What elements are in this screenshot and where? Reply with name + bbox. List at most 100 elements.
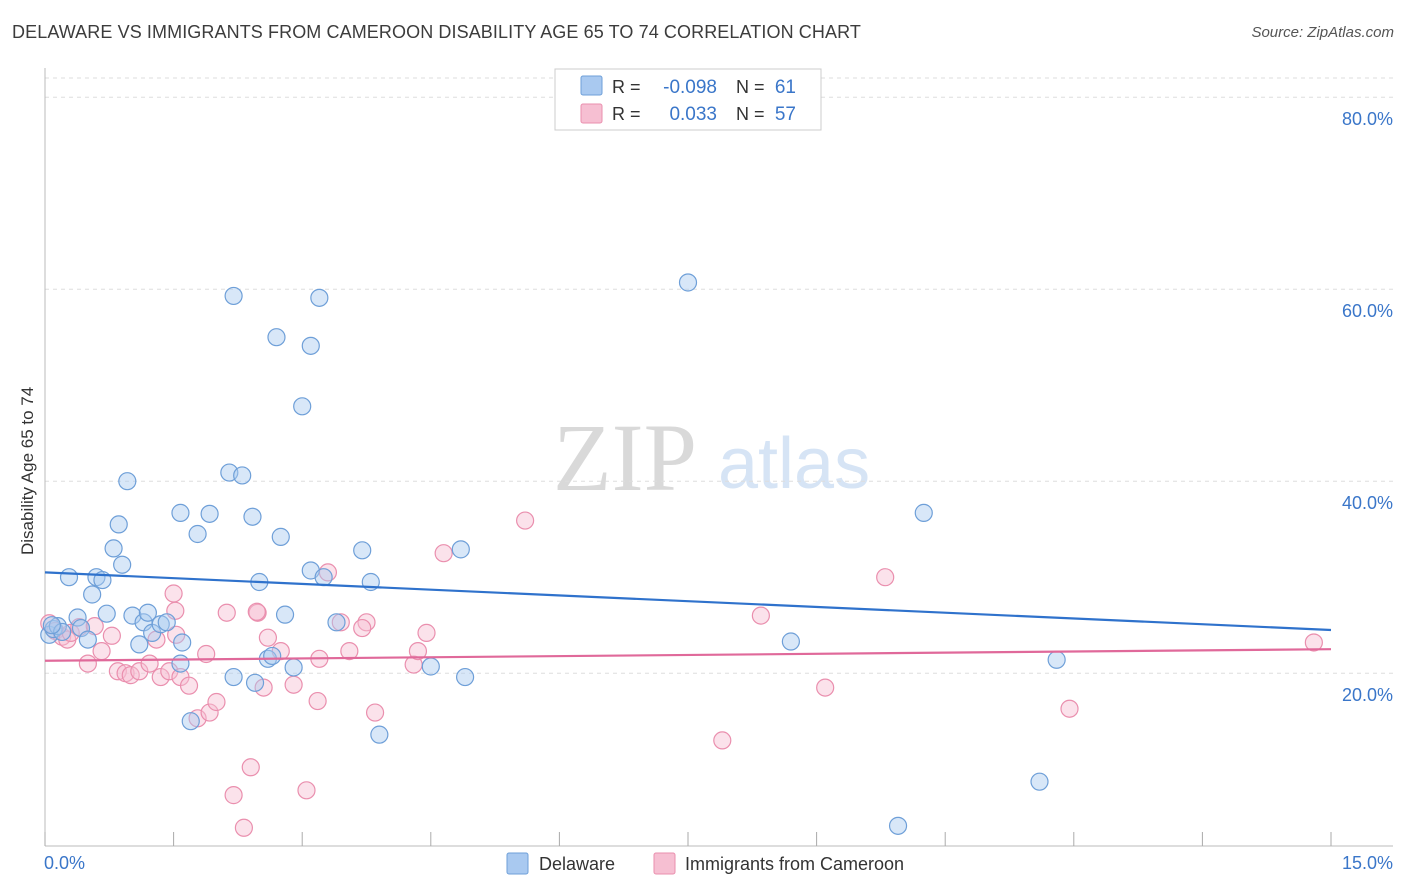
point-delaware bbox=[263, 646, 282, 666]
point-cameroon bbox=[247, 602, 266, 621]
point-delaware bbox=[138, 603, 157, 622]
point-delaware bbox=[275, 605, 295, 624]
point-cameroon bbox=[713, 731, 732, 750]
point-delaware bbox=[293, 397, 312, 416]
point-delaware bbox=[68, 608, 87, 627]
point-cameroon bbox=[331, 613, 350, 632]
point-delaware bbox=[421, 657, 440, 676]
point-delaware bbox=[78, 630, 97, 649]
point-delaware bbox=[233, 466, 252, 485]
chart-source: Source: ZipAtlas.com bbox=[1251, 24, 1394, 41]
point-delaware bbox=[118, 472, 137, 491]
point-cameroon bbox=[234, 818, 254, 837]
point-cameroon bbox=[417, 623, 436, 642]
point-cameroon bbox=[224, 786, 243, 805]
point-delaware bbox=[310, 288, 329, 307]
point-cameroon bbox=[217, 603, 236, 622]
legend-r-value-2: 0.033 bbox=[669, 104, 717, 125]
x-tick-label-min: 0.0% bbox=[44, 853, 85, 873]
point-cameroon bbox=[78, 654, 97, 673]
legend-n-label-1: N = bbox=[736, 77, 765, 97]
point-delaware bbox=[53, 622, 72, 642]
point-delaware bbox=[1030, 772, 1049, 791]
tick-labels: 20.0% 40.0% 60.0% 80.0% 0.0% 15.0% bbox=[44, 109, 1393, 873]
bottom-legend: Delaware Immigrants from Cameroon bbox=[506, 852, 904, 875]
point-cameroon bbox=[516, 511, 535, 530]
point-delaware bbox=[97, 604, 116, 623]
point-cameroon bbox=[308, 691, 327, 711]
point-cameroon bbox=[1304, 633, 1323, 652]
point-delaware bbox=[224, 667, 243, 687]
point-delaware bbox=[104, 539, 123, 558]
point-cameroon bbox=[816, 678, 835, 697]
point-delaware bbox=[109, 515, 128, 534]
bottom-legend-swatch-cameroon bbox=[653, 852, 676, 875]
point-delaware bbox=[678, 273, 698, 292]
point-delaware bbox=[267, 328, 286, 347]
point-delaware bbox=[370, 725, 389, 744]
point-cameroon bbox=[207, 692, 226, 712]
point-cameroon bbox=[102, 626, 121, 645]
legend-swatch-delaware bbox=[580, 75, 603, 96]
point-cameroon bbox=[365, 703, 385, 722]
series-delaware bbox=[40, 273, 1066, 835]
point-cameroon bbox=[408, 642, 428, 661]
legend-r-label-1: R = bbox=[612, 77, 641, 97]
point-delaware bbox=[271, 527, 290, 546]
point-delaware bbox=[781, 632, 800, 651]
point-delaware bbox=[59, 568, 79, 587]
point-delaware bbox=[1047, 650, 1066, 669]
axes bbox=[44, 68, 1393, 847]
trend-line-delaware bbox=[44, 571, 1332, 632]
point-cameroon bbox=[164, 584, 183, 603]
point-delaware bbox=[157, 613, 176, 632]
point-delaware bbox=[71, 618, 91, 638]
legend-swatch-cameroon bbox=[580, 103, 603, 124]
point-delaware bbox=[455, 667, 475, 687]
point-delaware bbox=[83, 585, 102, 604]
point-cameroon bbox=[876, 568, 895, 587]
point-delaware bbox=[181, 712, 200, 731]
point-cameroon bbox=[1060, 699, 1079, 718]
y-tick-label: 60.0% bbox=[1342, 301, 1393, 321]
point-delaware bbox=[130, 635, 149, 654]
y-axis-title: Disability Age 65 to 74 bbox=[18, 386, 37, 555]
point-delaware bbox=[888, 816, 908, 835]
watermark-zip: ZIP bbox=[553, 404, 697, 511]
point-cameroon bbox=[140, 654, 159, 673]
point-delaware bbox=[914, 503, 933, 522]
chart-title: DELAWARE VS IMMIGRANTS FROM CAMEROON DIS… bbox=[12, 22, 861, 42]
point-cameroon bbox=[130, 662, 149, 681]
point-delaware bbox=[188, 524, 207, 544]
point-cameroon bbox=[284, 675, 303, 694]
legend-n-label-2: N = bbox=[736, 104, 765, 124]
x-tick-label-max: 15.0% bbox=[1342, 853, 1393, 873]
point-cameroon bbox=[200, 703, 219, 722]
y-tick-label: 40.0% bbox=[1342, 493, 1393, 513]
bottom-legend-swatch-delaware bbox=[506, 852, 529, 875]
point-delaware bbox=[171, 503, 190, 522]
stats-legend: R = -0.098 N = 61 R = 0.033 N = 57 bbox=[554, 68, 822, 131]
bottom-legend-label-cameroon: Immigrants from Cameroon bbox=[685, 854, 904, 874]
point-delaware bbox=[327, 613, 346, 632]
point-delaware bbox=[224, 286, 243, 306]
point-delaware bbox=[42, 616, 61, 635]
point-cameroon bbox=[92, 642, 111, 661]
legend-n-value-1: 61 bbox=[775, 77, 796, 98]
point-delaware bbox=[301, 336, 320, 355]
watermark-atlas: atlas bbox=[718, 424, 870, 504]
point-delaware bbox=[245, 673, 265, 692]
point-cameroon bbox=[179, 676, 199, 695]
point-cameroon bbox=[258, 628, 278, 647]
point-cameroon bbox=[248, 603, 267, 622]
point-cameroon bbox=[254, 678, 273, 697]
point-cameroon bbox=[297, 781, 316, 800]
point-cameroon bbox=[353, 618, 372, 638]
trend-lines bbox=[44, 571, 1332, 662]
point-cameroon bbox=[241, 758, 260, 777]
point-delaware bbox=[243, 507, 262, 526]
point-delaware bbox=[200, 504, 219, 523]
point-delaware bbox=[171, 654, 190, 673]
legend-r-label-2: R = bbox=[612, 104, 641, 124]
